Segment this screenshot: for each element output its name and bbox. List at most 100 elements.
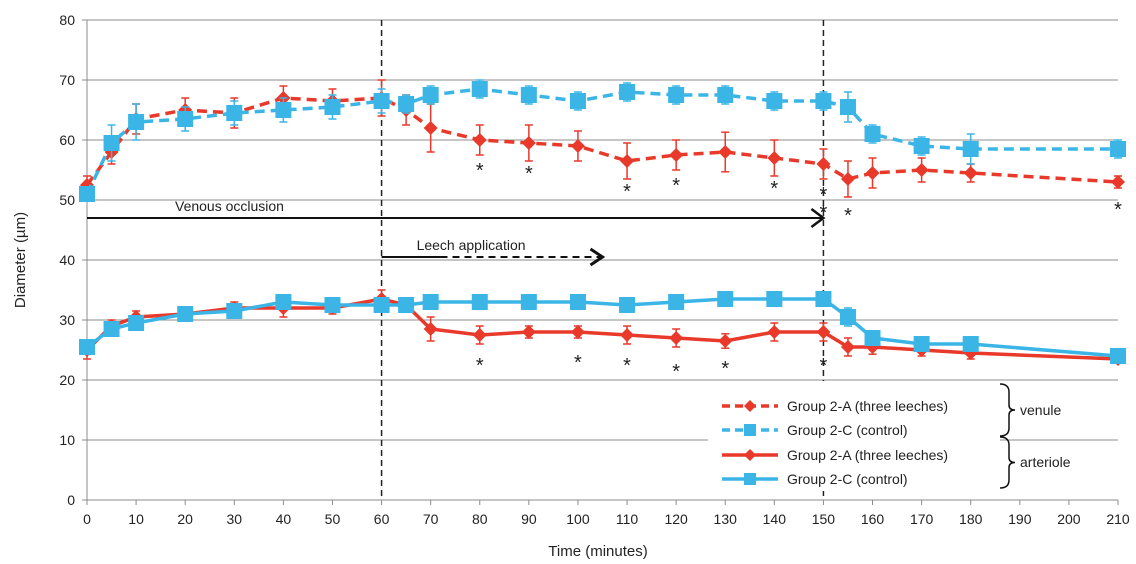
data-point-1-22 — [1110, 141, 1126, 157]
y-tick-label-8: 80 — [59, 12, 75, 28]
x-axis-title: Time (minutes) — [548, 543, 647, 560]
data-point-0-10 — [473, 133, 487, 147]
legend-label-3: Group 2-C (control) — [787, 471, 908, 487]
data-point-1-15 — [717, 87, 733, 103]
data-point-2-13 — [620, 328, 634, 342]
data-point-3-6 — [324, 297, 340, 313]
y-tick-label-4: 40 — [59, 252, 75, 268]
x-tick-label-19: 190 — [1008, 511, 1032, 527]
x-tick-label-4: 40 — [276, 511, 292, 527]
data-point-0-11 — [522, 136, 536, 150]
legend-label-1: Group 2-C (control) — [787, 422, 908, 438]
x-tick-label-3: 30 — [226, 511, 242, 527]
legend-marker-3 — [744, 473, 756, 485]
data-point-1-8 — [398, 96, 414, 112]
legend: Group 2-A (three leeches) Group 2-C (cont… — [708, 381, 1071, 491]
data-point-1-9 — [423, 87, 439, 103]
x-tick-label-10: 100 — [566, 511, 590, 527]
data-point-1-11 — [521, 87, 537, 103]
data-point-3-17 — [815, 291, 831, 307]
significance-star-10: * — [574, 352, 582, 374]
data-point-1-4 — [226, 105, 242, 121]
data-point-1-16 — [766, 93, 782, 109]
data-point-0-12 — [571, 139, 585, 153]
series-arteriole-2 — [80, 290, 1125, 366]
significance-star-12: * — [672, 361, 680, 383]
significance-star-13: * — [721, 358, 729, 380]
data-point-1-6 — [324, 99, 340, 115]
data-point-3-15 — [717, 291, 733, 307]
x-tick-label-17: 170 — [910, 511, 934, 527]
data-point-1-2 — [128, 114, 144, 130]
data-point-0-20 — [915, 163, 929, 177]
data-point-3-3 — [177, 306, 193, 322]
x-tick-label-6: 60 — [374, 511, 390, 527]
significance-star-14: * — [820, 355, 828, 377]
x-tick-label-18: 180 — [959, 511, 983, 527]
data-point-3-10 — [472, 294, 488, 310]
data-point-0-14 — [669, 148, 683, 162]
data-point-3-1 — [104, 321, 120, 337]
data-point-3-16 — [766, 291, 782, 307]
data-point-3-20 — [914, 336, 930, 352]
x-tick-label-7: 70 — [423, 511, 439, 527]
legend-entry-3: Group 2-C (control) — [722, 471, 908, 487]
data-point-3-7 — [374, 297, 390, 313]
significance-star-9: * — [476, 355, 484, 377]
data-point-1-21 — [963, 141, 979, 157]
data-point-3-11 — [521, 294, 537, 310]
x-tick-label-0: 0 — [83, 511, 91, 527]
series-layer — [79, 80, 1126, 366]
legend-label-0: Group 2-A (three leeches) — [787, 398, 948, 414]
significance-star-7: * — [844, 205, 852, 227]
data-point-3-0 — [79, 339, 95, 355]
data-point-1-0 — [79, 186, 95, 202]
data-point-1-20 — [914, 138, 930, 154]
data-point-2-14 — [669, 331, 683, 345]
data-point-1-14 — [668, 87, 684, 103]
data-point-1-3 — [177, 111, 193, 127]
significance-star-0: * — [476, 160, 484, 182]
x-tick-labels: 0 10 20 30 40 50 60 70 80 90 100 110 120 130 140 150 160… — [83, 500, 1130, 527]
data-point-1-7 — [374, 93, 390, 109]
x-tick-label-8: 80 — [472, 511, 488, 527]
y-axis-title: Diameter (µm) — [12, 212, 29, 308]
data-point-1-12 — [570, 93, 586, 109]
y-tick-label-7: 70 — [59, 72, 75, 88]
data-point-0-13 — [620, 154, 634, 168]
y-tick-label-1: 10 — [59, 432, 75, 448]
arrow-0: Venous occlusion — [87, 198, 823, 227]
data-point-1-10 — [472, 81, 488, 97]
data-point-2-11 — [522, 325, 536, 339]
data-point-3-8 — [398, 297, 414, 313]
significance-star-1: * — [525, 163, 533, 185]
data-point-0-9 — [424, 121, 438, 135]
legend-group-venule: venule — [1020, 402, 1061, 418]
data-point-1-18 — [840, 99, 856, 115]
data-point-1-17 — [815, 93, 831, 109]
data-point-3-13 — [619, 297, 635, 313]
data-point-1-19 — [865, 126, 881, 142]
data-point-1-5 — [275, 102, 291, 118]
data-point-2-16 — [767, 325, 781, 339]
arrow-label-0: Venous occlusion — [175, 198, 284, 214]
x-tick-label-13: 130 — [714, 511, 738, 527]
significance-star-4: * — [770, 178, 778, 200]
data-point-0-21 — [964, 166, 978, 180]
y-tick-label-2: 20 — [59, 372, 75, 388]
significance-star-6: * — [820, 202, 828, 224]
arrow-label-1: Leech application — [417, 237, 526, 253]
significance-star-11: * — [623, 355, 631, 377]
data-point-0-15 — [718, 145, 732, 159]
x-tick-label-16: 160 — [861, 511, 885, 527]
data-point-3-21 — [963, 336, 979, 352]
x-tick-label-21: 210 — [1106, 511, 1130, 527]
y-tick-label-5: 50 — [59, 192, 75, 208]
x-tick-label-20: 200 — [1057, 511, 1081, 527]
gridlines — [87, 20, 1118, 440]
data-point-3-22 — [1110, 348, 1126, 364]
legend-brace-arteriole — [1000, 437, 1015, 488]
data-point-3-18 — [840, 309, 856, 325]
legend-label-2: Group 2-A (three leeches) — [787, 447, 948, 463]
data-point-3-14 — [668, 294, 684, 310]
